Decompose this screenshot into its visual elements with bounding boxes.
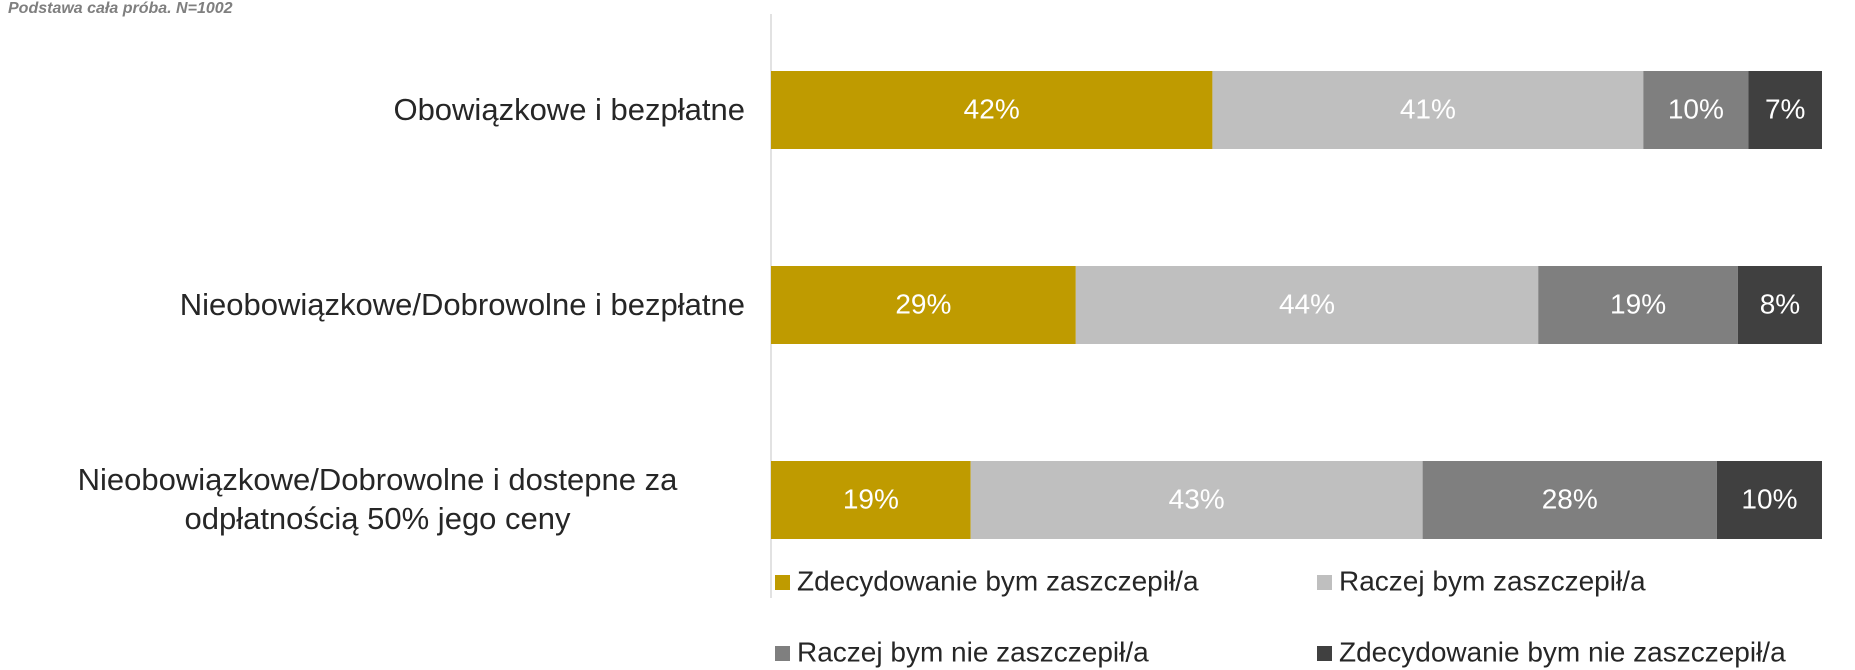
bar-segment — [970, 461, 1423, 539]
bar-segment — [771, 266, 1076, 344]
value-label: 43% — [1169, 483, 1225, 514]
legend-swatch — [1317, 575, 1332, 590]
value-label: 19% — [843, 483, 899, 514]
bar-segment — [1075, 266, 1539, 344]
bar-segment — [771, 461, 971, 539]
category-label: Nieobowiązkowe/Dobrowolne i dostepne za … — [77, 462, 678, 536]
bar-segment — [1538, 266, 1738, 344]
category-label-box: Obowiązkowe i bezpłatne — [0, 60, 745, 160]
bar-segment — [1748, 71, 1822, 149]
legend-label: Zdecydowanie bym nie zaszczepił/a — [1339, 636, 1786, 667]
legend-label: Raczej bym nie zaszczepił/a — [797, 636, 1149, 667]
category-label: Nieobowiązkowe/Dobrowolne i bezpłatne — [179, 286, 745, 322]
bar-segment — [1643, 71, 1749, 149]
value-label: 10% — [1741, 483, 1797, 514]
category-label-box: Nieobowiązkowe/Dobrowolne i dostepne za … — [0, 450, 745, 550]
bar-segment — [1716, 461, 1822, 539]
value-label: 7% — [1765, 93, 1805, 124]
value-label: 29% — [895, 288, 951, 319]
value-label: 41% — [1400, 93, 1456, 124]
value-label: 28% — [1542, 483, 1598, 514]
category-label: Obowiązkowe i bezpłatne — [393, 91, 745, 127]
value-label: 19% — [1610, 288, 1666, 319]
legend-label: Zdecydowanie bym zaszczepił/a — [797, 565, 1199, 596]
legend-swatch — [775, 646, 790, 661]
value-label: 44% — [1279, 288, 1335, 319]
legend-swatch — [1317, 646, 1332, 661]
bar-segment — [1422, 461, 1717, 539]
value-label: 42% — [964, 93, 1020, 124]
subtitle: Podstawa cała próba. N=1002 — [8, 0, 233, 17]
legend-swatch — [775, 575, 790, 590]
legend-label: Raczej bym zaszczepił/a — [1339, 565, 1646, 596]
bar-segment — [1212, 71, 1644, 149]
bar-segment — [1737, 266, 1822, 344]
value-label: 10% — [1668, 93, 1724, 124]
bar-segment — [771, 71, 1213, 149]
value-label: 8% — [1760, 288, 1800, 319]
category-label-box: Nieobowiązkowe/Dobrowolne i bezpłatne — [0, 255, 745, 355]
